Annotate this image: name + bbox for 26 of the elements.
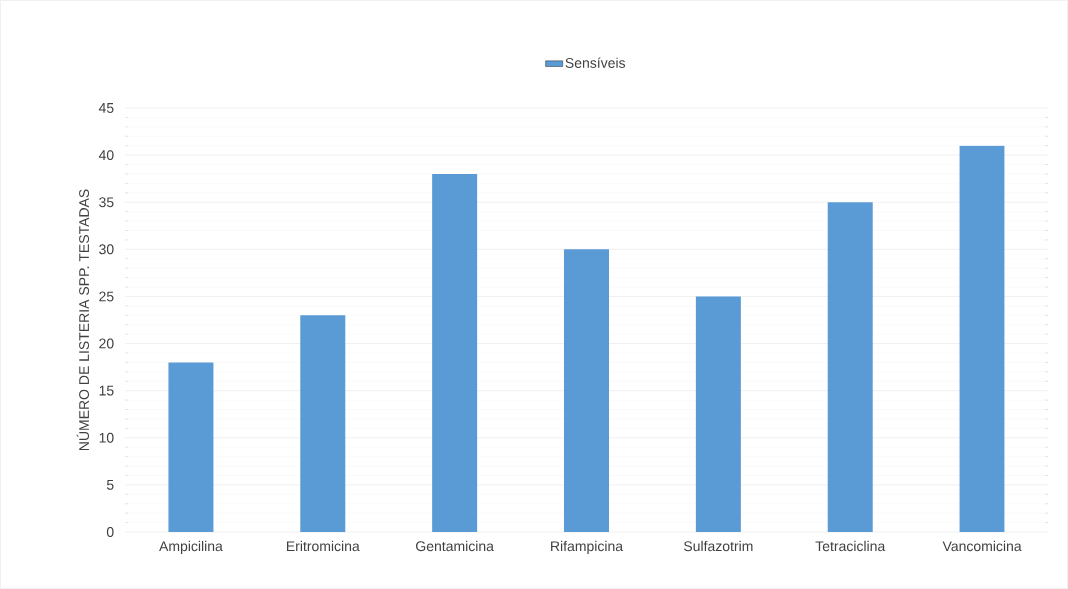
x-tick-label: Ampicilina (159, 540, 223, 554)
x-tick-label: Tetraciclina (815, 540, 886, 552)
x-tick-label: Gentamicina (416, 540, 494, 552)
x-tick-label: Rifampicina (551, 540, 624, 554)
y-tick-label: 35 (99, 197, 114, 208)
bar (168, 362, 214, 532)
y-tick-label: 30 (99, 244, 114, 255)
bar (432, 173, 478, 532)
y-tick-label: 20 (99, 338, 114, 349)
y-tick-label: 0 (106, 527, 114, 537)
y-axis-title: NÚMERO DE LISTERIA SPP. TESTADAS (76, 189, 90, 451)
y-tick-label: 15 (99, 385, 114, 396)
y-tick-label: 25 (99, 291, 114, 302)
bar (300, 315, 346, 532)
x-tick-label: Vancomicina (942, 540, 1022, 552)
bar (695, 296, 741, 532)
x-tick-label: Sulfazotrim (683, 540, 753, 552)
y-tick-label: 40 (98, 150, 114, 161)
y-tick-label: 45 (98, 103, 114, 113)
bar (564, 249, 609, 532)
bar (827, 202, 873, 532)
y-tick-label: 10 (99, 432, 114, 443)
y-tick-label: 5 (106, 480, 114, 490)
legend-label: Sensíveis (565, 57, 626, 68)
bar (959, 145, 1005, 532)
x-tick-label: Eritromicina (286, 540, 360, 552)
